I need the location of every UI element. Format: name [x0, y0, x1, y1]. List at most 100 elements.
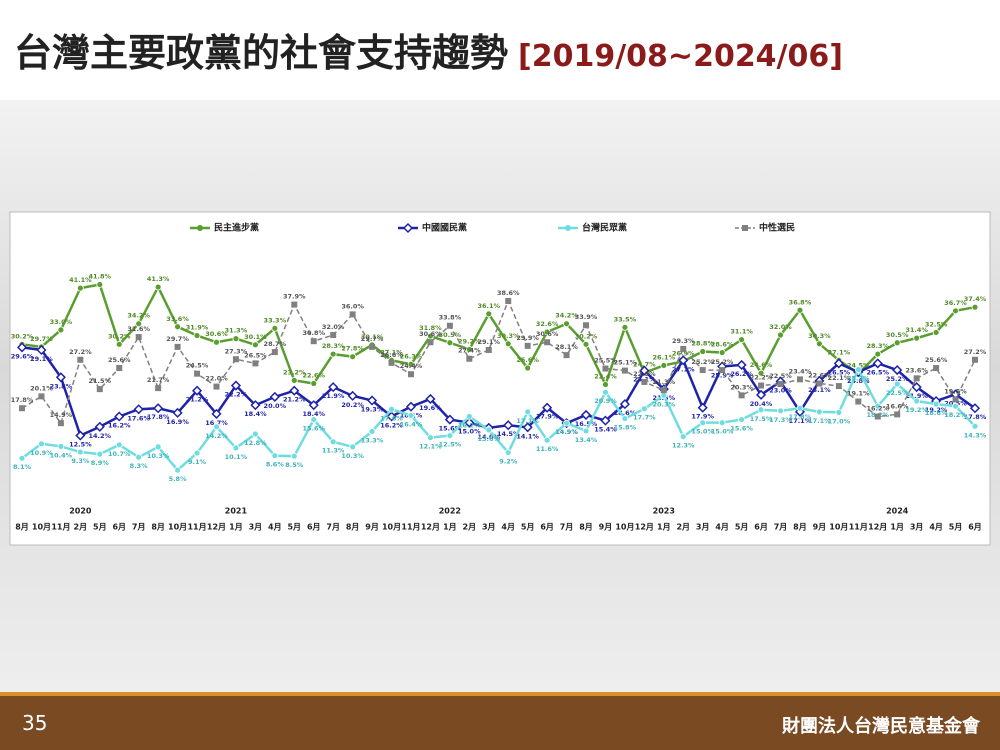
- point: [972, 356, 978, 363]
- point: [174, 323, 181, 331]
- data-label: 16.6%: [886, 402, 909, 410]
- data-label: 30.8%: [302, 329, 325, 337]
- data-label: 27.2%: [964, 348, 987, 356]
- data-label: 30.6%: [205, 330, 228, 338]
- x-tick-label: 11月: [187, 523, 206, 532]
- point: [580, 409, 592, 420]
- point: [407, 371, 414, 378]
- x-tick-label: 4月: [268, 523, 282, 532]
- data-label: 21.9%: [905, 392, 928, 400]
- data-label: 20.9%: [594, 397, 617, 405]
- point: [524, 342, 531, 349]
- point: [736, 359, 747, 370]
- data-label: 38.6%: [497, 289, 520, 297]
- data-label: 10.3%: [341, 452, 364, 460]
- data-label: 29.7%: [30, 335, 53, 343]
- data-label: 20.1%: [30, 384, 53, 392]
- data-label: 14.2%: [89, 432, 112, 440]
- point: [699, 348, 707, 355]
- x-tick-label: 6月: [968, 523, 982, 532]
- data-label: 21.2%: [186, 396, 209, 404]
- data-label: 20.3%: [653, 400, 676, 408]
- point: [310, 416, 318, 423]
- point: [289, 385, 300, 396]
- x-tick-label: 8月: [346, 523, 360, 532]
- data-label: 11.6%: [536, 445, 559, 453]
- point: [833, 358, 844, 369]
- data-label: 27.8%: [341, 345, 364, 353]
- data-label: 33.6%: [166, 315, 189, 323]
- data-label: 27.1%: [380, 348, 403, 356]
- data-label: 25.1%: [614, 359, 637, 367]
- point: [347, 390, 358, 401]
- x-tick-label: 5月: [93, 523, 107, 532]
- data-label: 22.6%: [302, 371, 325, 379]
- point: [76, 448, 84, 456]
- data-label: 23.8%: [50, 382, 73, 390]
- data-label: 37.9%: [283, 293, 306, 301]
- data-label: 25.5%: [594, 357, 617, 365]
- data-label: 30.1%: [244, 333, 267, 341]
- data-label: 14.3%: [964, 431, 987, 439]
- data-label: 16.4%: [400, 420, 423, 428]
- data-label: 33.9%: [575, 313, 598, 321]
- point: [697, 402, 708, 413]
- point: [213, 383, 220, 390]
- point: [952, 307, 959, 315]
- x-tick-label: 10月: [32, 523, 51, 532]
- data-label: 27.2%: [69, 348, 92, 356]
- data-label: 32.6%: [536, 320, 559, 328]
- point: [756, 389, 767, 400]
- legend-marker: [565, 225, 571, 231]
- data-label: 25.2%: [691, 358, 714, 366]
- x-tick-label: 12月: [635, 523, 654, 532]
- page-subtitle: [2019/08~2024/06]: [518, 39, 843, 74]
- x-tick-label: 10月: [168, 523, 187, 532]
- data-label: 11.3%: [322, 447, 345, 455]
- point: [75, 430, 86, 441]
- point: [835, 383, 842, 390]
- x-tick-label: 11月: [849, 523, 868, 532]
- point: [57, 420, 64, 427]
- point: [466, 355, 473, 362]
- data-label: 37.4%: [964, 295, 987, 303]
- data-label: 12.8%: [244, 439, 267, 447]
- legend-label: 中國國民黨: [422, 222, 467, 234]
- data-label: 17.8%: [789, 413, 812, 421]
- data-label: 17.6%: [127, 414, 150, 422]
- point: [388, 405, 395, 413]
- data-label: 23.6%: [905, 366, 928, 374]
- data-label: 17.0%: [828, 417, 851, 425]
- data-label: 17.8%: [11, 396, 34, 404]
- point: [621, 323, 629, 331]
- point: [718, 349, 726, 356]
- point: [135, 334, 142, 341]
- x-tick-label: 3月: [482, 523, 496, 532]
- point: [600, 415, 611, 426]
- data-label: 13.4%: [575, 436, 598, 444]
- organization: 財團法人台灣民意基金會: [782, 716, 980, 737]
- point: [36, 344, 47, 356]
- point: [174, 343, 181, 350]
- point: [660, 362, 668, 369]
- data-label: 29.1%: [477, 338, 500, 346]
- x-tick-label: 7月: [774, 523, 788, 532]
- data-label: 29.1%: [30, 355, 53, 363]
- data-label: 14.9%: [555, 428, 578, 436]
- point: [115, 340, 123, 348]
- x-tick-label: 5月: [949, 523, 963, 532]
- data-label: 14.5%: [497, 430, 520, 438]
- data-label: 19.3%: [361, 405, 384, 413]
- data-label: 22.5%: [769, 372, 792, 380]
- point: [407, 412, 415, 419]
- point: [271, 452, 279, 460]
- data-label: 17.1%: [808, 417, 831, 425]
- year-label: 2020: [69, 507, 92, 516]
- point: [38, 393, 45, 400]
- data-label: 32.0%: [769, 323, 792, 331]
- point: [57, 326, 65, 334]
- data-label: 10.9%: [30, 449, 53, 457]
- point: [76, 284, 84, 292]
- point: [504, 449, 512, 456]
- point: [230, 380, 241, 391]
